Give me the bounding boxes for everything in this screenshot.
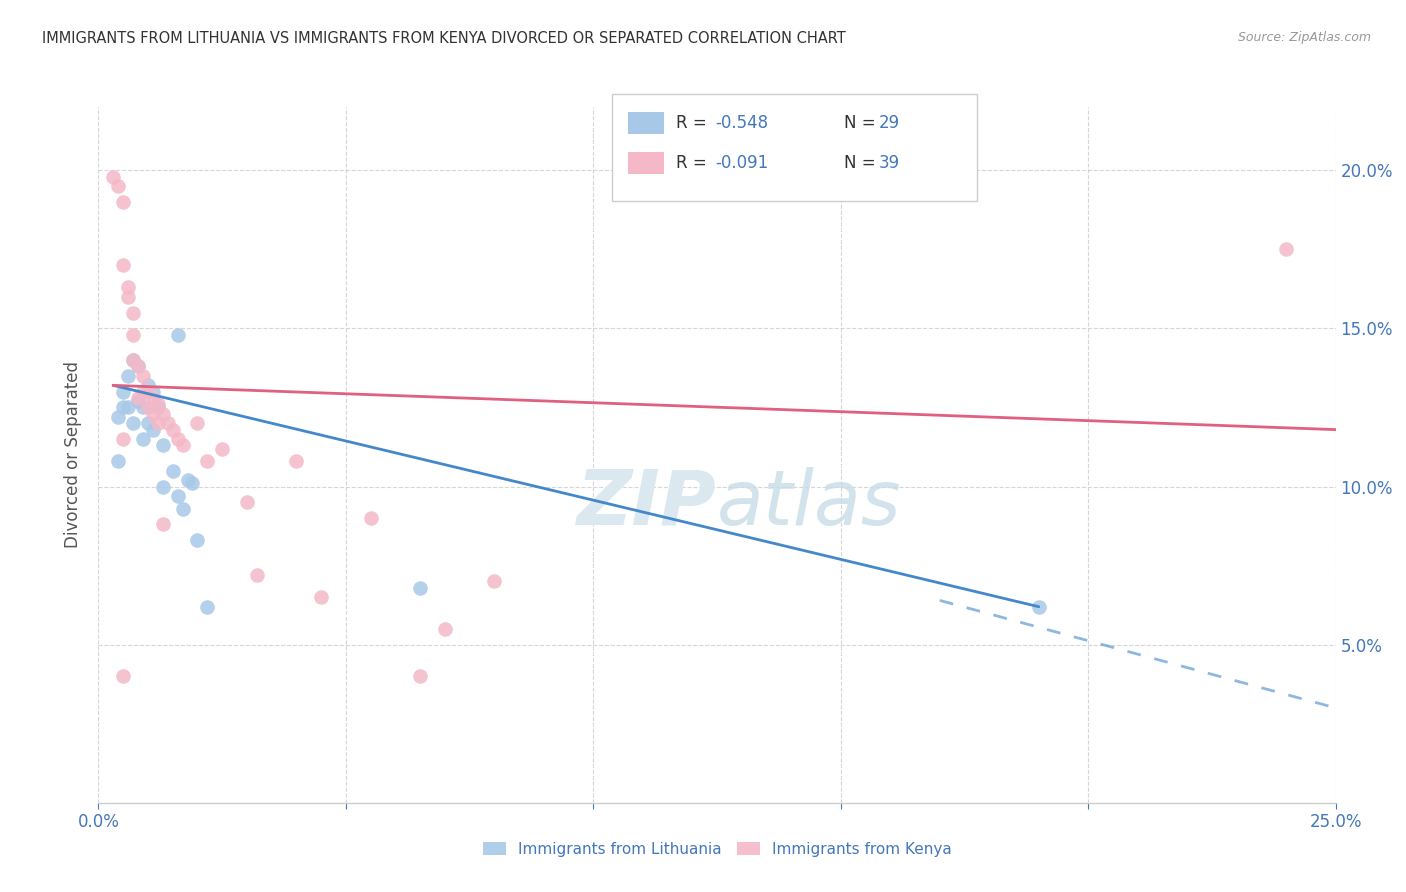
Point: [162, 423, 184, 437]
Point: [142, 384, 165, 399]
Point: [152, 438, 174, 452]
Point: [117, 401, 139, 415]
Point: [285, 454, 308, 468]
Point: [409, 581, 432, 595]
Point: [112, 384, 135, 399]
Text: -0.548: -0.548: [716, 114, 769, 132]
Point: [132, 368, 155, 383]
Text: IMMIGRANTS FROM LITHUANIA VS IMMIGRANTS FROM KENYA DIVORCED OR SEPARATED CORRELA: IMMIGRANTS FROM LITHUANIA VS IMMIGRANTS …: [42, 31, 846, 46]
Point: [112, 432, 135, 446]
Text: N =: N =: [844, 114, 880, 132]
Point: [136, 401, 159, 415]
Point: [146, 401, 169, 415]
Point: [107, 409, 129, 424]
Point: [409, 669, 432, 683]
Point: [1028, 599, 1050, 614]
Point: [112, 669, 135, 683]
Text: 29: 29: [879, 114, 900, 132]
Point: [176, 473, 198, 487]
Point: [152, 517, 174, 532]
Point: [156, 417, 179, 431]
Point: [122, 353, 145, 368]
Point: [166, 432, 188, 446]
Point: [186, 533, 208, 548]
Text: N =: N =: [844, 154, 880, 172]
Point: [127, 359, 149, 374]
Point: [127, 359, 149, 374]
Point: [246, 568, 269, 582]
Point: [117, 280, 139, 294]
Point: [186, 417, 208, 431]
Point: [211, 442, 233, 456]
Point: [309, 591, 332, 605]
Point: [172, 438, 194, 452]
Point: [166, 489, 188, 503]
Point: [122, 417, 145, 431]
Text: atlas: atlas: [717, 467, 901, 541]
Point: [142, 407, 165, 421]
Point: [107, 179, 129, 194]
Text: 39: 39: [879, 154, 900, 172]
Point: [484, 574, 506, 589]
Point: [136, 384, 159, 399]
Point: [127, 394, 149, 409]
Point: [152, 407, 174, 421]
Point: [195, 454, 218, 468]
Text: R =: R =: [676, 154, 713, 172]
Point: [122, 327, 145, 342]
Point: [122, 353, 145, 368]
Point: [132, 384, 155, 399]
Legend: Immigrants from Lithuania, Immigrants from Kenya: Immigrants from Lithuania, Immigrants fr…: [478, 837, 956, 862]
Point: [146, 397, 169, 411]
Point: [127, 391, 149, 405]
Point: [112, 258, 135, 272]
Y-axis label: Divorced or Separated: Divorced or Separated: [65, 361, 83, 549]
Point: [136, 378, 159, 392]
Text: -0.091: -0.091: [716, 154, 769, 172]
Point: [195, 599, 218, 614]
Point: [132, 401, 155, 415]
Point: [112, 194, 135, 209]
Point: [236, 495, 259, 509]
Point: [162, 464, 184, 478]
Point: [360, 511, 382, 525]
Point: [181, 476, 204, 491]
Point: [117, 368, 139, 383]
Point: [142, 391, 165, 405]
Point: [112, 401, 135, 415]
Point: [117, 290, 139, 304]
Text: R =: R =: [676, 114, 713, 132]
Point: [103, 169, 125, 184]
Point: [1275, 243, 1298, 257]
Text: Source: ZipAtlas.com: Source: ZipAtlas.com: [1237, 31, 1371, 45]
Point: [146, 417, 169, 431]
Point: [433, 622, 456, 636]
Point: [122, 305, 145, 319]
Point: [172, 501, 194, 516]
Point: [132, 432, 155, 446]
Point: [107, 454, 129, 468]
Point: [152, 479, 174, 493]
Point: [136, 417, 159, 431]
Point: [166, 327, 188, 342]
Text: ZIP: ZIP: [578, 467, 717, 541]
Point: [142, 423, 165, 437]
